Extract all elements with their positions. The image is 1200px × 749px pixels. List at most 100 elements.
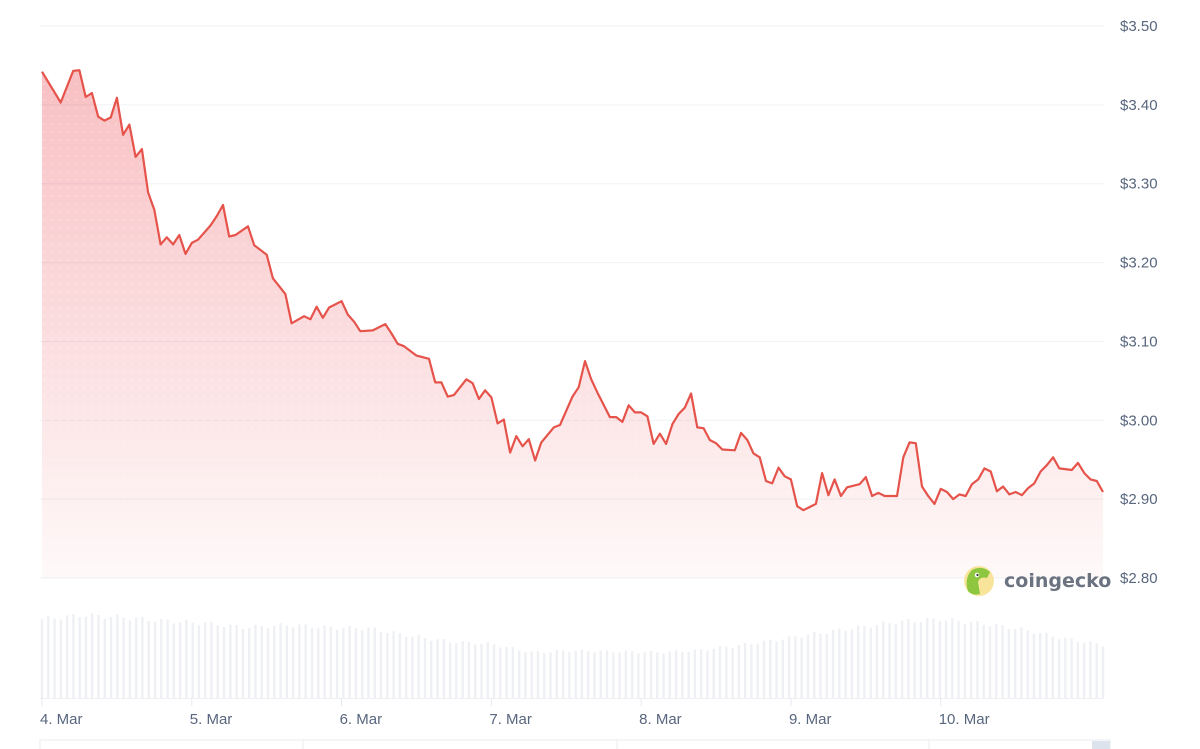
volume-bar [856,625,860,698]
volume-bar [235,625,238,698]
y-axis: $3.50 $3.40 $3.30 $3.20 $3.10 $3.00 $2.90 $2.80 [1120,18,1158,587]
y-tick-label: $3.50 [1120,18,1158,35]
volume-bar [1039,633,1042,698]
volume-bar [191,622,194,698]
volume-bar [1013,629,1017,698]
volume-bar [781,639,785,698]
navigator-handle[interactable] [1092,741,1110,749]
volume-bar [668,651,672,698]
volume-bar [530,651,533,698]
volume-bar [869,627,872,698]
volume-bar [819,633,822,698]
volume-bar [612,652,615,698]
y-tick-label: $3.20 [1120,255,1158,272]
volume-bar [618,652,621,698]
volume-bar [153,621,157,698]
volume-bar [222,627,226,698]
volume-bar [756,643,759,698]
volume-bar [373,627,376,698]
volume-bar [1076,642,1080,698]
volume-bar [643,652,646,698]
volume-bar [549,652,552,698]
navigator[interactable] [39,739,1111,749]
volume-bar [423,638,427,698]
volume-bar [122,617,125,698]
volume-bar [285,625,289,698]
volume-bar [59,619,63,698]
volume-bar [900,620,904,698]
volume-bar [957,621,960,698]
volume-bar [91,613,94,698]
volume-bar [492,644,496,698]
area-dot-pattern [42,70,1103,578]
volume-bar [505,647,508,698]
volume-bar [769,639,772,698]
volume-bar [863,625,866,698]
volume-bar [53,618,56,698]
volume-bar [787,636,791,698]
volume-bar [1082,642,1086,698]
volume-bar [304,624,307,698]
volume-bar [342,627,345,698]
volume-bar [1032,633,1036,698]
volume-bar [40,619,44,698]
volume-bar [982,624,985,698]
volume-bar [963,623,967,698]
volume-bar [995,623,998,698]
volume-bar [687,651,690,698]
volume-bar [417,635,420,698]
volume-bar [1064,637,1067,698]
volume-bar [1070,638,1073,698]
volume-bar [800,637,803,698]
volume-bar [103,618,106,698]
volume-bar [229,624,232,698]
volume-bar [1001,625,1004,698]
volume-bar [988,626,992,698]
y-tick-label: $3.30 [1120,176,1158,193]
volume-bar [599,650,602,698]
volume-bar [160,618,163,698]
gecko-logo-icon [964,566,994,596]
volume-bar [279,623,282,698]
volume-bar [555,650,559,698]
volume-bar [178,622,182,698]
x-tick-label: 8. Mar [639,711,682,728]
x-tick-label: 4. Mar [40,711,83,728]
volume-bar [486,642,489,698]
volume-bar [109,617,113,698]
volume-bar [969,621,973,698]
volume-bar [128,620,132,698]
volume-bar [630,651,634,698]
x-tick-label: 10. Mar [939,711,990,728]
volume-bar [78,617,81,698]
volume-bar [1026,630,1029,698]
volume-bar [543,652,546,698]
volume-bar [574,650,577,698]
volume-bar [712,648,715,698]
volume-bar [593,652,596,698]
volume-bar [536,651,540,698]
volume-bar [706,650,709,698]
volume-bar [806,634,810,698]
volume-bar [743,642,747,698]
volume-bar [1007,629,1011,698]
volume-bar [624,650,628,698]
volume-bar [348,625,351,698]
volume-bar [586,651,590,698]
volume-bar [210,621,213,698]
volume-bar [656,652,659,698]
volume-bar [260,626,263,698]
volume-bar [750,644,753,698]
y-tick-label: $3.10 [1120,333,1158,350]
volume-bar [605,650,609,698]
volume-bar [681,652,684,698]
volume-bar [473,644,477,698]
volume-bar [649,650,653,698]
volume-bar [254,624,257,698]
volume-bar [1051,636,1054,698]
volume-bar [480,644,483,698]
volume-bar [794,636,797,698]
volume-bar [273,625,276,698]
y-tick-label: $3.00 [1120,412,1158,429]
